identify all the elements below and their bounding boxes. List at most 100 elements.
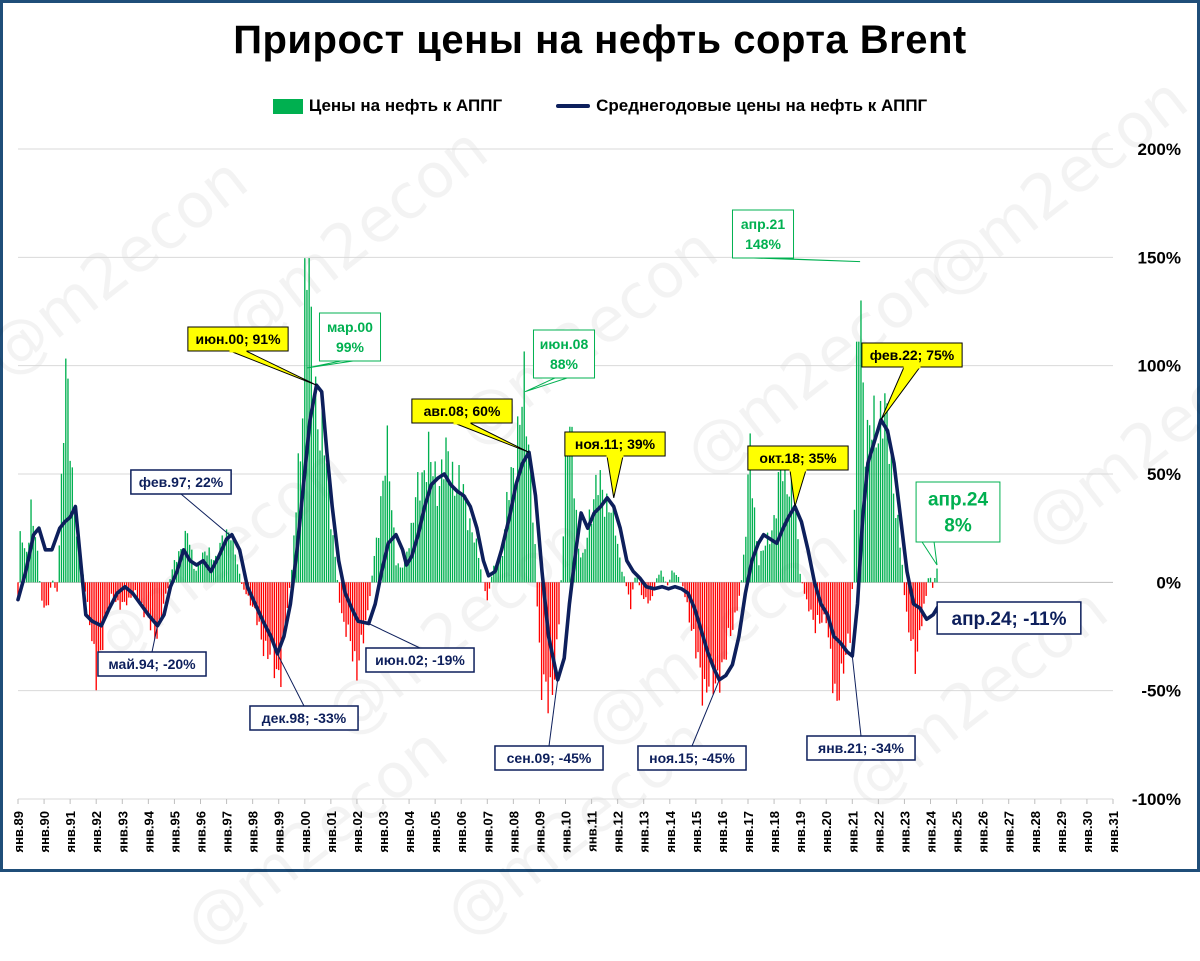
- bar: [96, 582, 97, 690]
- bar: [402, 568, 403, 583]
- bar: [528, 445, 529, 583]
- bar: [780, 468, 781, 583]
- bar: [808, 582, 809, 611]
- bar: [878, 443, 879, 582]
- bar: [400, 567, 401, 582]
- bar: [813, 582, 814, 620]
- bar: [335, 557, 336, 583]
- x-tick-label: янв.95: [167, 811, 182, 853]
- bar: [778, 472, 779, 582]
- bar: [558, 582, 559, 624]
- bar: [676, 575, 677, 582]
- bar: [437, 506, 438, 582]
- x-tick-label: янв.26: [976, 811, 991, 853]
- bar: [717, 582, 718, 670]
- bar: [237, 564, 238, 582]
- annotation: июн.00; 91%: [188, 327, 317, 385]
- x-tick-label: янв.10: [559, 811, 574, 853]
- bar: [46, 582, 47, 605]
- bar: [671, 571, 672, 583]
- bar: [678, 577, 679, 582]
- bar: [222, 535, 223, 582]
- bar: [934, 578, 935, 582]
- bar: [93, 582, 94, 644]
- callout-join: [230, 350, 247, 353]
- x-tick-label: янв.03: [376, 811, 391, 853]
- bar: [730, 582, 731, 636]
- bar: [695, 582, 696, 658]
- bar: [660, 571, 661, 583]
- bar: [615, 536, 616, 583]
- bar: [480, 569, 481, 582]
- bar: [19, 531, 20, 582]
- bar: [936, 569, 937, 583]
- annotation: дек.98; -33%: [250, 654, 358, 730]
- bar: [367, 582, 368, 610]
- callout-label: фев.97; 22%: [139, 474, 224, 490]
- callout-label: 8%: [944, 516, 972, 537]
- annotation: апр.24; -11%: [937, 602, 1081, 634]
- bar: [893, 494, 894, 583]
- x-tick-label: янв.08: [506, 811, 521, 853]
- bar: [376, 538, 377, 583]
- bar: [921, 582, 922, 626]
- bar: [710, 582, 711, 656]
- bar: [728, 582, 729, 628]
- callout-label: 88%: [550, 356, 579, 372]
- bar: [41, 582, 42, 600]
- x-tick-label: янв.02: [350, 811, 365, 853]
- bar: [889, 464, 890, 582]
- callout-pointer: [230, 351, 317, 385]
- x-tick-label: янв.96: [194, 811, 209, 853]
- bar: [209, 547, 210, 582]
- bar: [667, 582, 668, 585]
- bar: [915, 582, 916, 674]
- bar: [241, 582, 242, 584]
- y-tick-label: 100%: [1138, 357, 1181, 376]
- annotation: июн.02; -19%: [366, 624, 474, 673]
- bar: [552, 582, 553, 695]
- bar: [150, 582, 151, 630]
- x-tick-label: янв.97: [220, 811, 235, 853]
- bar: [365, 582, 366, 620]
- bar: [806, 582, 807, 599]
- x-tick-label: янв.00: [298, 811, 313, 853]
- x-tick-label: янв.17: [741, 811, 756, 853]
- callout-pointer: [922, 542, 937, 565]
- annotation: фев.22; 75%: [862, 343, 962, 420]
- bar: [339, 582, 340, 602]
- bar: [163, 582, 164, 603]
- bar: [467, 530, 468, 582]
- bar: [789, 497, 790, 583]
- bar: [511, 467, 512, 582]
- bar: [119, 582, 120, 609]
- bar: [550, 582, 551, 677]
- annotation: авг.08; 60%: [412, 399, 529, 452]
- callout-label: фев.22; 75%: [870, 347, 955, 363]
- bar: [491, 577, 492, 583]
- bar: [776, 518, 777, 582]
- bar: [432, 476, 433, 582]
- bar: [317, 429, 318, 582]
- bar: [202, 553, 203, 583]
- bar: [862, 382, 863, 582]
- callout-label: апр.24; -11%: [952, 609, 1067, 630]
- x-tick-label: янв.89: [11, 811, 26, 853]
- bar: [758, 565, 759, 582]
- bar: [565, 448, 566, 582]
- x-tick-label: янв.09: [532, 811, 547, 853]
- bar: [534, 544, 535, 582]
- x-tick-label: янв.28: [1028, 811, 1043, 853]
- callout-pointer: [790, 470, 806, 507]
- bar: [269, 582, 270, 654]
- bar: [487, 582, 488, 600]
- annotation: май.94; -20%: [98, 626, 206, 676]
- bar: [243, 582, 244, 589]
- callout-join: [454, 422, 471, 425]
- bar: [193, 569, 194, 582]
- bar: [923, 582, 924, 603]
- bar: [745, 537, 746, 583]
- bar: [141, 582, 142, 603]
